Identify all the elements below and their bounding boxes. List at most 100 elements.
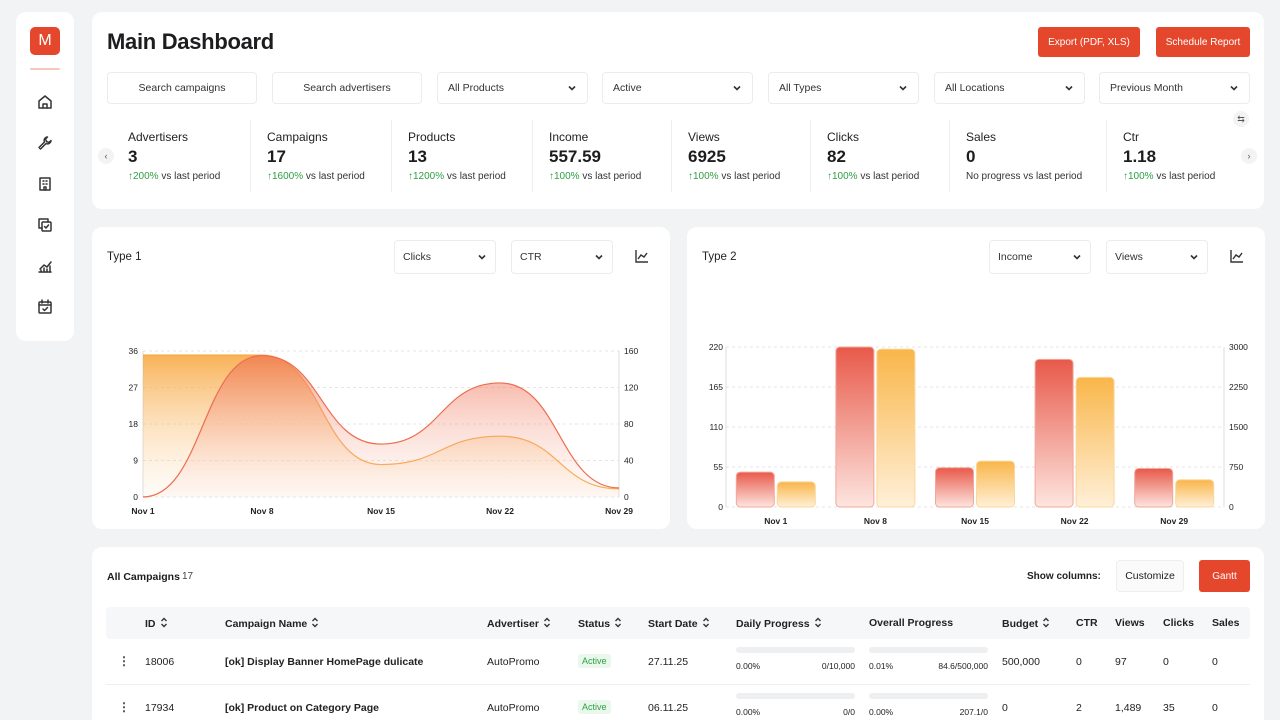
calendar-icon[interactable] bbox=[35, 297, 55, 317]
kpi-change-suffix: vs last period bbox=[1153, 171, 1216, 182]
bar-views bbox=[976, 460, 1015, 508]
kpi-change-suffix: vs last period bbox=[444, 171, 506, 182]
kpi-change: ↑100% vs last period bbox=[549, 171, 641, 182]
cell-views: 1,489 bbox=[1115, 702, 1142, 714]
kpi-value: 1.18 bbox=[1123, 147, 1157, 166]
chart1-area: 0 9 18 27 36 0 40 80 120 160 Nov 1 Nov 8 Nov 15 Nov 2… bbox=[129, 346, 639, 516]
cell-campaign-name[interactable]: [ok] Product on Category Page bbox=[225, 702, 380, 714]
y-tick-left: 18 bbox=[129, 419, 139, 429]
export-button[interactable]: Export (PDF, XLS) bbox=[1038, 27, 1140, 57]
kpi-value: 3 bbox=[128, 147, 138, 166]
chevron-down-icon bbox=[732, 83, 742, 93]
progress-amount: 207.1/0 bbox=[959, 707, 988, 717]
x-tick-label: Nov 29 bbox=[605, 506, 633, 516]
search-advertisers-input[interactable]: Search advertisers bbox=[272, 72, 422, 104]
copy-icon[interactable] bbox=[35, 215, 55, 235]
status-select[interactable]: Active bbox=[602, 72, 753, 104]
kpi-change-suffix: No progress vs last period bbox=[966, 171, 1083, 182]
col-advertiser[interactable]: Advertiser bbox=[487, 617, 551, 631]
progress-amount: 0/10,000 bbox=[821, 661, 855, 671]
products-select[interactable]: All Products bbox=[437, 72, 588, 104]
chart1-metric2-value: CTR bbox=[520, 251, 542, 263]
kpi-change: ↑1200% vs last period bbox=[408, 171, 506, 182]
types-select[interactable]: All Types bbox=[768, 72, 919, 104]
x-tick-label: Nov 29 bbox=[1160, 516, 1188, 526]
kpi-change-pct: ↑1600% bbox=[267, 171, 304, 182]
kpi-next-arrow[interactable]: › bbox=[1241, 148, 1257, 164]
cell-id: 18006 bbox=[145, 656, 175, 668]
progress-amount: 0/0 bbox=[843, 707, 855, 717]
col-overall-progress: Overall Progress bbox=[869, 617, 953, 629]
products-select-value: All Products bbox=[448, 82, 505, 94]
cell-sales: 0 bbox=[1212, 702, 1218, 714]
kpi-label: Advertisers bbox=[128, 130, 189, 144]
col-status[interactable]: Status bbox=[578, 617, 622, 631]
gantt-button[interactable]: Gantt bbox=[1199, 560, 1250, 592]
col-budget-label: Budget bbox=[1002, 618, 1039, 630]
row-menu-icon[interactable]: ⋮ bbox=[118, 654, 130, 668]
y-tick-left: 55 bbox=[714, 462, 724, 472]
kpi-change: No progress vs last period bbox=[966, 171, 1082, 182]
line-ctr bbox=[142, 354, 620, 498]
y-tick-right: 0 bbox=[1229, 502, 1234, 512]
wrench-icon[interactable] bbox=[35, 133, 55, 153]
line-chart-icon[interactable] bbox=[634, 248, 650, 264]
chart-icon[interactable] bbox=[35, 256, 55, 276]
kpi-change: ↑100% vs last period bbox=[1123, 171, 1215, 182]
search-advertisers-placeholder: Search advertisers bbox=[303, 82, 391, 94]
col-overall-progress-label: Overall Progress bbox=[869, 617, 954, 629]
col-campaign-name[interactable]: Campaign Name bbox=[225, 617, 319, 631]
chart1-metric1-select[interactable]: Clicks bbox=[394, 240, 496, 274]
cell-start-date: 06.11.25 bbox=[648, 702, 689, 714]
row-menu-icon[interactable]: ⋮ bbox=[118, 700, 130, 714]
chevron-down-icon bbox=[1229, 83, 1239, 93]
line-chart-icon[interactable] bbox=[1229, 248, 1245, 264]
cell-budget: 500,000 bbox=[1002, 656, 1040, 668]
kpi-change-suffix: vs last period bbox=[579, 171, 642, 182]
period-select-value: Previous Month bbox=[1110, 82, 1183, 94]
col-daily-progress[interactable]: Daily Progress bbox=[736, 617, 822, 631]
cell-campaign-name[interactable]: [ok] Display Banner HomePage dulicate bbox=[225, 656, 424, 668]
x-tick-label: Nov 15 bbox=[367, 506, 395, 516]
swap-icon[interactable]: ⇆ bbox=[1233, 111, 1249, 127]
x-tick-label: Nov 1 bbox=[131, 506, 154, 516]
chart2-metric2-select[interactable]: Views bbox=[1106, 240, 1208, 274]
bar-views bbox=[1175, 479, 1215, 508]
cell-budget: 0 bbox=[1002, 702, 1008, 714]
kpi-change-suffix: vs last period bbox=[303, 171, 365, 182]
kpi-label: Products bbox=[408, 130, 456, 144]
chart1-metric2-select[interactable]: CTR bbox=[511, 240, 613, 274]
col-clicks-label: Clicks bbox=[1163, 617, 1194, 629]
locations-select[interactable]: All Locations bbox=[934, 72, 1085, 104]
col-status-label: Status bbox=[578, 618, 611, 630]
chart2-metric1-select[interactable]: Income bbox=[989, 240, 1091, 274]
col-start-date[interactable]: Start Date bbox=[648, 617, 710, 631]
home-icon[interactable] bbox=[35, 92, 55, 112]
col-advertiser-label: Advertiser bbox=[487, 618, 539, 630]
bar-income bbox=[835, 346, 875, 508]
kpi-change-pct: ↑100% bbox=[549, 171, 580, 182]
kpi-change-suffix: vs last period bbox=[158, 171, 221, 182]
kpi-value: 557.59 bbox=[549, 147, 601, 166]
table-row[interactable]: ⋮ 17934 [ok] Product on Category Page Au… bbox=[106, 685, 1250, 720]
status-badge: Active bbox=[578, 654, 611, 668]
col-budget[interactable]: Budget bbox=[1002, 617, 1050, 631]
app-logo[interactable]: M bbox=[30, 27, 60, 55]
chevron-down-icon bbox=[477, 252, 487, 265]
table-row[interactable]: ⋮ 18006 [ok] Display Banner HomePage dul… bbox=[106, 639, 1250, 685]
col-id[interactable]: ID bbox=[145, 617, 168, 631]
customize-button[interactable]: Customize bbox=[1116, 560, 1184, 592]
x-tick-label: Nov 1 bbox=[764, 516, 787, 526]
cell-ctr: 2 bbox=[1076, 702, 1082, 714]
building-icon[interactable] bbox=[35, 174, 55, 194]
search-campaigns-input[interactable]: Search campaigns bbox=[107, 72, 257, 104]
progress-track bbox=[736, 693, 855, 699]
kpi-change-pct: ↑1200% bbox=[408, 171, 445, 182]
period-select[interactable]: Previous Month bbox=[1099, 72, 1250, 104]
chart-card-type1: Type 1 Clicks CTR 0 9 18 27 36 0 40 80 120 160 Nov… bbox=[92, 227, 670, 529]
chevron-down-icon bbox=[1072, 252, 1082, 265]
schedule-report-button[interactable]: Schedule Report bbox=[1156, 27, 1250, 57]
search-campaigns-placeholder: Search campaigns bbox=[138, 82, 226, 94]
kpi-prev-arrow[interactable]: ‹ bbox=[98, 148, 114, 164]
table-header: ID Campaign Name Advertiser Status Start… bbox=[106, 607, 1250, 639]
